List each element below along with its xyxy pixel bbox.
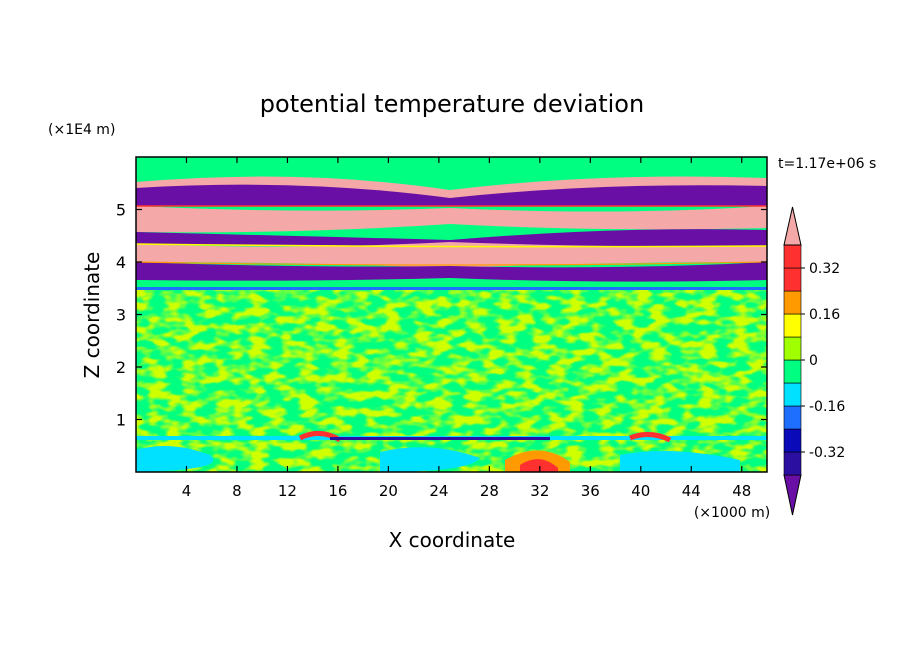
colorbar-segment	[783, 382, 802, 407]
x-axis-label: X coordinate	[389, 528, 516, 552]
x-tick-label: 48	[732, 482, 751, 500]
x-tick-label: 36	[581, 482, 600, 500]
colorbar-extend-low	[783, 474, 802, 516]
colorbar-tick-label: -0.32	[809, 445, 845, 461]
x-tick-label: 32	[530, 482, 549, 500]
colorbar-segment	[783, 290, 802, 315]
x-tick-label: 12	[278, 482, 297, 500]
time-label: t=1.17e+06 s	[778, 156, 876, 172]
x-tick-label: 4	[182, 482, 192, 500]
colorbar-segment	[783, 244, 802, 269]
x-tick-label: 40	[631, 482, 650, 500]
colorbar-segment	[783, 313, 802, 338]
y-tick-label: 1	[116, 411, 126, 430]
colorbar-tick-label: 0	[809, 353, 818, 369]
y-tick-label: 2	[116, 358, 126, 377]
y-axis-ticks: 1 2 3 4 5	[116, 201, 767, 430]
colorbar-segment	[783, 336, 802, 361]
colorbar-segment	[783, 267, 802, 292]
colorbar-tick-label: 0.16	[809, 307, 840, 323]
y-axis-label: Z coordinate	[80, 252, 104, 379]
x-tick-label: 28	[480, 482, 499, 500]
colorbar-segment	[783, 428, 802, 453]
x-tick-label: 44	[682, 482, 701, 500]
y-tick-label: 4	[116, 253, 126, 272]
y-unit-label: (×1E4 m)	[48, 122, 115, 138]
colorbar: 0.32 0.16 0 -0.16 -0.32	[783, 206, 845, 516]
colorbar-segment	[783, 451, 802, 476]
x-tick-label: 24	[429, 482, 448, 500]
colorbar-tick-label: -0.16	[809, 399, 845, 415]
colorbar-extend-high	[783, 206, 802, 246]
y-tick-label: 5	[116, 201, 126, 220]
colorbar-tick-label: 0.32	[809, 261, 840, 277]
x-axis-ticks: 4 8 12 16 20 24 28 32 36 40 44 48	[182, 157, 751, 500]
y-tick-label: 3	[116, 306, 126, 325]
colorbar-segment	[783, 359, 802, 384]
contour-field	[136, 157, 767, 472]
x-tick-label: 20	[379, 482, 398, 500]
x-unit-label: (×1000 m)	[694, 505, 770, 521]
colorbar-segment	[783, 405, 802, 430]
x-tick-label: 8	[232, 482, 242, 500]
x-tick-label: 16	[328, 482, 347, 500]
chart-title: potential temperature deviation	[260, 90, 644, 118]
